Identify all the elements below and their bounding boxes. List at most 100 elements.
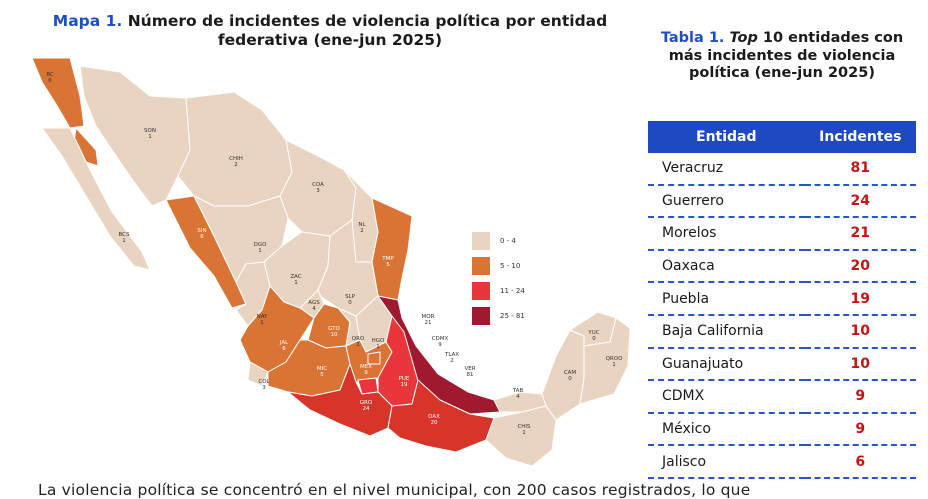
entity-cell: Puebla: [648, 282, 805, 316]
label-chis-abbr: CHIS: [517, 424, 531, 430]
label-jal-value: 6: [282, 346, 286, 352]
entity-cell: Oaxaca: [648, 249, 805, 284]
legend-item: 5 - 10: [472, 253, 525, 278]
label-pue-value: 19: [401, 382, 408, 388]
label-tab-value: 4: [516, 394, 520, 400]
label-tlax-value: 2: [450, 358, 454, 364]
count-cell: 9: [804, 412, 916, 447]
header-entidad: Entidad: [648, 121, 805, 153]
state-col: [247, 361, 269, 387]
state-chis: [485, 405, 557, 467]
map-legend: 0 - 4 5 - 10 11 - 24 25 - 81: [472, 228, 525, 328]
entity-cell: Veracruz: [648, 153, 805, 186]
label-yuc-abbr: YUC: [587, 330, 599, 336]
label-coa-value: 3: [316, 188, 320, 194]
label-cam-abbr: CAM: [564, 370, 577, 376]
entity-cell: Morelos: [648, 217, 805, 251]
label-sin-abbr: SIN: [197, 228, 206, 234]
label-pue-abbr: PUE: [399, 376, 410, 382]
table-title-lead: Tabla 1.: [660, 30, 725, 46]
map-title-text: Número de incidentes de violencia políti…: [122, 12, 608, 49]
label-chih-value: 2: [234, 162, 238, 168]
label-nl-abbr: NL: [358, 222, 366, 228]
table-title: Tabla 1. Top 10 entidades con más incide…: [648, 30, 916, 83]
label-gto-abbr: GTO: [328, 326, 340, 332]
state-qroo: [579, 317, 631, 405]
label-gro-value: 24: [363, 406, 370, 412]
label-nay-value: 1: [260, 320, 264, 326]
body-paragraph: La violencia política se concentró en el…: [38, 481, 751, 499]
label-hgo-value: 1: [376, 344, 380, 350]
svg-text:BC6: BC 6: [46, 72, 54, 84]
label-bc-value: 6: [48, 78, 52, 84]
count-cell: 24: [804, 184, 916, 219]
count-cell: 21: [804, 217, 916, 251]
table-row: Oaxaca 20: [648, 249, 916, 284]
entity-cell: Jalisco: [648, 445, 805, 479]
table-header-row: Entidad Incidentes: [648, 121, 916, 153]
label-son-abbr: SON: [144, 128, 156, 134]
top10-table: Entidad Incidentes Veracruz 81 Guerrero 24…: [648, 121, 916, 479]
label-qro-value: 1: [356, 342, 360, 348]
label-nl-value: 2: [360, 228, 364, 234]
label-tab-abbr: TAB: [512, 388, 524, 394]
state-chih: [177, 91, 293, 207]
legend-item: 0 - 4: [472, 228, 525, 253]
state-cdmx: [367, 351, 381, 365]
entity-cell: México: [648, 412, 805, 447]
table-row: Veracruz 81: [648, 153, 916, 186]
count-cell: 10: [804, 347, 916, 382]
label-mic-abbr: MIC: [317, 366, 327, 372]
count-cell: 6: [804, 445, 916, 479]
label-coa-abbr: COA: [312, 182, 324, 188]
state-gro: [287, 363, 393, 437]
label-chis-value: 1: [522, 430, 526, 436]
count-cell: 81: [804, 153, 916, 186]
label-tmp-value: 5: [386, 262, 390, 268]
state-labels: BC 6 SON 1 CHIH 2 COA 3 NL 2 BCS 1 SIN 6 DGO 1 T…: [46, 72, 623, 436]
label-dgo-abbr: DGO: [254, 242, 267, 248]
svg-text:NL2: NL 2: [358, 222, 366, 234]
label-nay-abbr: NAY: [257, 314, 268, 320]
label-yuc-value: 0: [592, 336, 596, 342]
label-cdmx-value: 9: [438, 342, 442, 348]
label-oax-abbr: OAX: [428, 414, 440, 420]
table-row: Puebla 19: [648, 282, 916, 316]
label-bcs-value: 1: [122, 238, 126, 244]
count-cell: 19: [804, 282, 916, 316]
label-ags-abbr: AGS: [308, 300, 320, 306]
label-cam-value: 0: [568, 376, 572, 382]
legend-swatch: [472, 256, 490, 275]
legend-label: 5 - 10: [500, 261, 521, 270]
label-son-value: 1: [148, 134, 152, 140]
entity-cell: Baja California: [648, 314, 805, 349]
legend-swatch: [472, 306, 490, 325]
label-ags-value: 4: [312, 306, 316, 312]
label-oax-value: 20: [431, 420, 438, 426]
count-cell: 9: [804, 380, 916, 414]
header-incidentes: Incidentes: [804, 121, 916, 153]
label-mex-value: 9: [364, 370, 368, 376]
